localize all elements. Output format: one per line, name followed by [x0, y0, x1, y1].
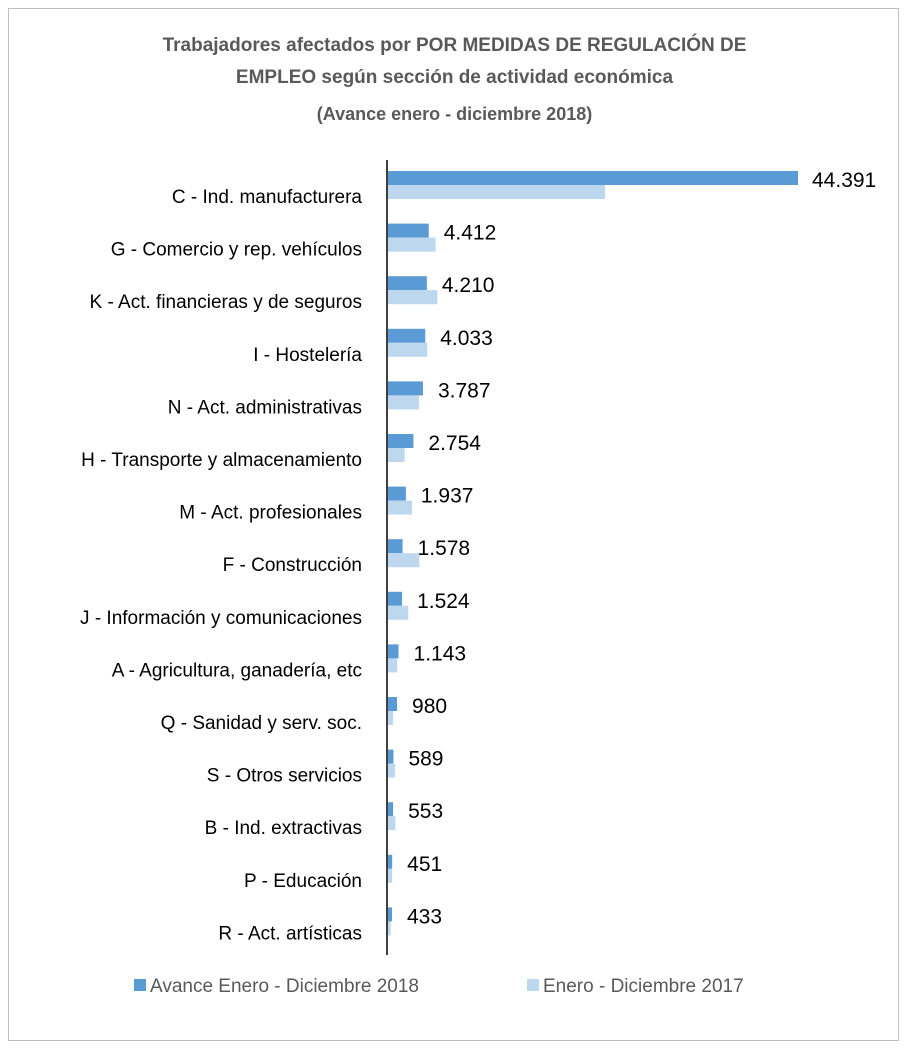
bar-2017: [388, 342, 428, 357]
category-label: R - Act. artísticas: [218, 923, 362, 944]
legend-label-2018: Avance Enero - Diciembre 2018: [150, 976, 419, 997]
category-label: I - Hostelería: [253, 345, 362, 366]
bar-2018: [388, 223, 429, 238]
chart-title-line-1: Trabajadores afectados por POR MEDIDAS D…: [162, 35, 747, 56]
category-label: N - Act. administrativas: [168, 397, 362, 418]
category-label: C - Ind. manufacturera: [172, 187, 363, 208]
category-label: Q - Sanidad y serv. soc.: [161, 713, 362, 734]
data-label: 1.524: [417, 590, 470, 613]
bar-2018: [388, 434, 414, 448]
bar-2018: [388, 907, 392, 922]
bar-2018: [388, 644, 399, 659]
data-label: 44.391: [812, 169, 876, 192]
bar-2018: [388, 591, 403, 606]
bar-2017: [388, 763, 395, 778]
chart-title-line-2: EMPLEO según sección de actividad económ…: [235, 67, 674, 88]
data-label: 3.787: [438, 379, 491, 402]
bar-2018: [388, 749, 394, 764]
category-label: A - Agricultura, ganadería, etc: [112, 660, 362, 681]
category-label: S - Otros servicios: [207, 766, 362, 787]
category-label: B - Ind. extractivas: [205, 818, 362, 839]
bar-2018: [388, 802, 394, 817]
data-label: 589: [408, 748, 443, 771]
category-label: F - Construcción: [223, 555, 362, 576]
data-label: 4.412: [444, 222, 497, 245]
legend-label-2017: Enero - Diciembre 2017: [543, 976, 744, 997]
data-label: 1.143: [414, 642, 467, 665]
bar-2017: [388, 921, 391, 936]
bar-2018: [388, 381, 423, 396]
data-label: 1.937: [421, 485, 474, 508]
bar-2018: [388, 697, 398, 711]
data-label: 1.578: [418, 537, 471, 560]
bar-2017: [388, 395, 419, 410]
bar-2017: [388, 868, 393, 883]
bar-2017: [388, 816, 396, 831]
bar-2017: [388, 290, 438, 305]
bar-2018: [388, 171, 798, 185]
bar-2017: [388, 553, 420, 568]
legend-swatch-2017: [527, 979, 539, 991]
category-label: K - Act. financieras y de seguros: [90, 292, 362, 313]
bar-2017: [388, 185, 606, 199]
bar-2018: [388, 539, 403, 554]
category-label: P - Educación: [244, 871, 362, 892]
category-label: G - Comercio y rep. vehículos: [111, 240, 362, 261]
bar-2018: [388, 486, 406, 501]
category-label: J - Información y comunicaciones: [80, 608, 362, 629]
data-label: 980: [412, 695, 447, 718]
data-label: 451: [407, 853, 442, 876]
data-label: 4.033: [440, 327, 493, 350]
bar-2017: [388, 711, 394, 725]
bar-2017: [388, 237, 436, 252]
bar-2018: [388, 276, 427, 291]
data-label: 433: [407, 905, 442, 928]
bar-2017: [388, 605, 409, 620]
bar-2017: [388, 500, 413, 515]
category-label: H - Transporte y almacenamiento: [81, 450, 362, 471]
bar-2018: [388, 854, 393, 869]
bar-2018: [388, 328, 426, 343]
category-label: M - Act. profesionales: [179, 503, 362, 524]
data-label: 2.754: [428, 432, 481, 455]
data-label: 553: [408, 800, 443, 823]
bar-2017: [388, 658, 398, 673]
legend-swatch-2018: [134, 979, 146, 991]
data-label: 4.210: [442, 274, 495, 297]
bar-2017: [388, 448, 405, 462]
chart-subtitle: (Avance enero - diciembre 2018): [316, 104, 593, 124]
